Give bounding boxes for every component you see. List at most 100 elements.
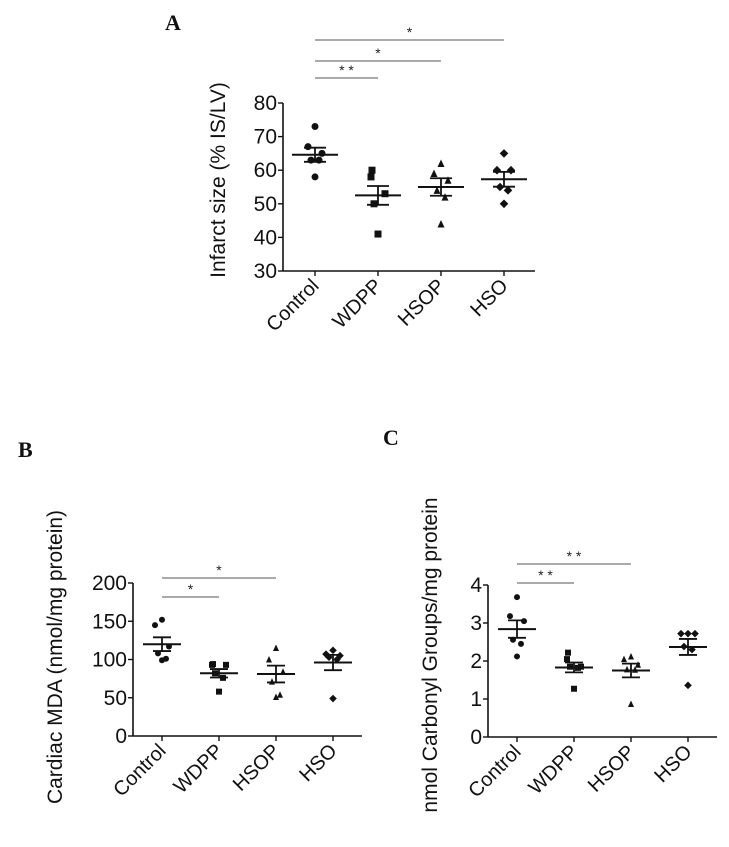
- x-tick-label: HSOP: [584, 741, 640, 797]
- data-point-triangle: [444, 176, 452, 184]
- data-point-diamond: [329, 646, 337, 655]
- data-point-diamond: [333, 655, 341, 664]
- data-point-triangle: [273, 644, 279, 652]
- series-hso: [481, 149, 527, 209]
- chart-panel-c: 0 1 2 3 4 nmol Carbonyl Groups/mg protein Cont…: [419, 497, 717, 813]
- series-hso: [314, 646, 352, 703]
- y-tick-label: 4: [470, 574, 482, 597]
- y-tick-label: 1: [470, 688, 482, 711]
- data-point-circle: [514, 594, 520, 601]
- data-point-triangle: [433, 186, 441, 194]
- y-tick-label: 40: [254, 226, 277, 249]
- data-point-triangle: [621, 655, 627, 663]
- data-point-circle: [152, 622, 158, 629]
- data-point-circle: [311, 173, 319, 181]
- panel-c-letter: C: [383, 425, 399, 450]
- series-control: [292, 123, 338, 181]
- series-hsop: [612, 652, 650, 707]
- series-hso: [669, 629, 707, 690]
- significance-label: * *: [538, 567, 553, 583]
- data-point-circle: [311, 123, 319, 131]
- y-tick-label: 30: [254, 260, 277, 283]
- data-point-triangle: [437, 219, 445, 228]
- y-tick-label: 2: [470, 650, 482, 673]
- significance-label: *: [216, 562, 222, 578]
- significance-label: *: [188, 581, 194, 597]
- data-point-diamond: [499, 149, 509, 158]
- chart-panel-b: 0 50 100 150 200 Cardiac MDA (nmol/mg protein…: [44, 510, 362, 804]
- data-point-diamond: [492, 165, 502, 175]
- data-point-square: [571, 685, 577, 692]
- y-tick-label: 150: [92, 610, 127, 633]
- data-point-square: [367, 173, 375, 181]
- data-point-square: [368, 166, 376, 174]
- data-point-diamond: [677, 629, 685, 638]
- series-control: [143, 616, 181, 664]
- y-tick-label: 70: [254, 126, 277, 149]
- data-point-triangle: [277, 691, 283, 698]
- series-hsop: [257, 644, 295, 700]
- data-point-diamond: [329, 694, 337, 703]
- significance-label: * *: [567, 548, 582, 564]
- x-tick-label: WDPP: [170, 740, 228, 798]
- data-point-square: [565, 649, 571, 656]
- data-point-square: [216, 688, 222, 695]
- data-point-triangle: [441, 193, 449, 201]
- series-wdpp: [200, 661, 238, 695]
- data-point-diamond: [684, 629, 692, 638]
- data-point-circle: [159, 616, 165, 623]
- y-tick-label: 100: [92, 649, 127, 672]
- series-control: [498, 594, 536, 660]
- x-tick-label: HSO: [650, 741, 696, 787]
- data-point-square: [209, 661, 215, 668]
- x-tick-label: Control: [109, 740, 170, 801]
- significance-label: *: [375, 45, 381, 61]
- series-wdpp: [555, 649, 593, 692]
- series-hsop: [418, 159, 464, 228]
- x-tick-label: HSO: [295, 740, 341, 786]
- y-tick-label: 200: [92, 572, 127, 595]
- data-point-diamond: [503, 186, 513, 195]
- significance-label: *: [407, 24, 413, 40]
- data-point-diamond: [691, 629, 699, 638]
- data-point-square: [381, 190, 389, 198]
- y-axis-title: nmol Carbonyl Groups/mg protein: [419, 497, 442, 812]
- data-point-circle: [318, 149, 326, 157]
- y-tick-label: 3: [470, 612, 482, 635]
- panel-b-letter: B: [18, 437, 33, 462]
- x-tick-label: Control: [464, 741, 525, 802]
- y-axis-title: Infarct size (% IS/LV): [207, 82, 230, 278]
- x-tick-label: HSO: [466, 275, 512, 321]
- data-point-triangle: [628, 652, 634, 660]
- panel-a-letter: A: [165, 10, 181, 35]
- data-point-circle: [507, 613, 513, 620]
- series-wdpp: [355, 166, 401, 238]
- data-point-square: [223, 661, 229, 668]
- data-point-diamond: [499, 199, 509, 209]
- y-tick-label: 50: [104, 687, 127, 710]
- data-point-square: [564, 656, 570, 663]
- x-tick-label: HSOP: [394, 275, 450, 331]
- data-point-circle: [159, 657, 165, 664]
- data-point-triangle: [266, 656, 272, 663]
- data-point-diamond: [506, 165, 516, 175]
- x-tick-label: HSOP: [229, 740, 285, 796]
- y-tick-label: 80: [254, 92, 277, 115]
- data-point-triangle: [437, 159, 445, 167]
- data-point-circle: [518, 640, 524, 647]
- significance-label: * *: [339, 62, 354, 78]
- x-tick-label: WDPP: [329, 275, 387, 333]
- chart-panel-a: 30 40 50 60 70 80 Infarct size (% IS/LV) Contro…: [207, 24, 535, 336]
- y-tick-label: 0: [470, 726, 482, 749]
- y-tick-label: 60: [254, 159, 277, 182]
- data-point-square: [374, 230, 382, 238]
- x-tick-label: WDPP: [525, 741, 583, 799]
- data-point-triangle: [628, 700, 634, 707]
- data-point-circle: [304, 143, 312, 151]
- y-axis-title: Cardiac MDA (nmol/mg protein): [44, 510, 67, 804]
- data-point-triangle: [430, 169, 438, 178]
- data-point-triangle: [269, 678, 275, 685]
- x-tick-label: Control: [262, 275, 323, 336]
- y-tick-label: 50: [254, 193, 277, 216]
